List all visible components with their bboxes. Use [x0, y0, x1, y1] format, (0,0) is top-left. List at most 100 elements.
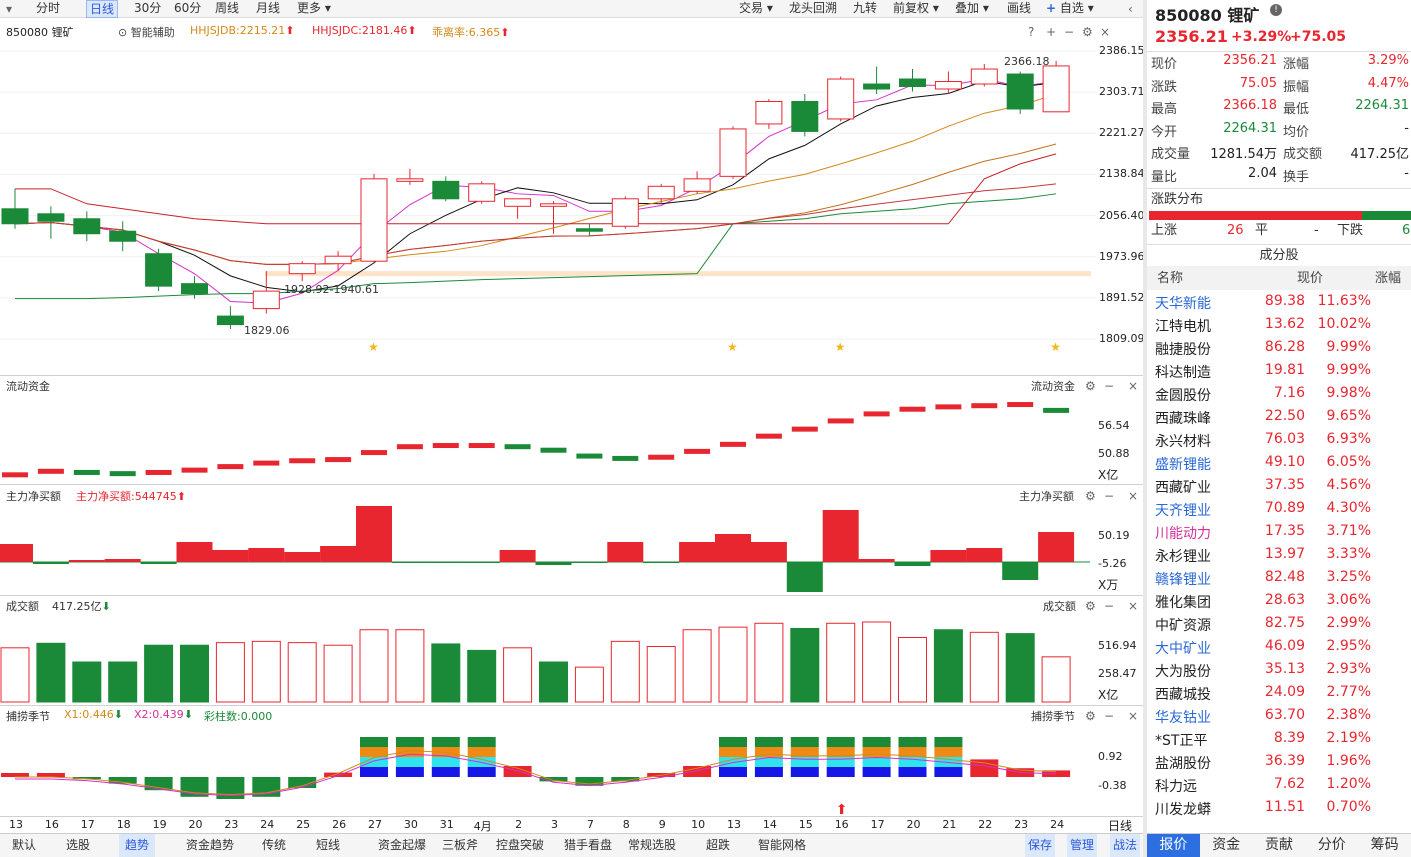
minus-icon[interactable]: − [1104, 709, 1115, 723]
menu-overlay[interactable]: 叠加 ▾ [955, 1, 989, 15]
component-row[interactable]: *ST正平 8.39 2.19% [1147, 728, 1411, 751]
strategy-tab[interactable]: 三板斧 [442, 838, 479, 852]
component-row[interactable]: 金圆股份 7.16 9.98% [1147, 383, 1411, 406]
quote-tab[interactable]: 贡献 [1252, 833, 1306, 857]
flow-bar [396, 444, 423, 450]
settings-icon[interactable]: ⚙ [1085, 489, 1096, 503]
tab-period-week[interactable]: 周线 [215, 1, 240, 15]
quote-tab[interactable]: 报价 [1147, 833, 1200, 857]
component-row[interactable]: 川能动力 17.35 3.71% [1147, 521, 1411, 544]
tab-period-30min[interactable]: 30分 [134, 1, 162, 15]
add-icon[interactable]: + [1046, 25, 1057, 39]
net-bar [499, 550, 536, 562]
strategy-tab[interactable]: 常规选股 [628, 838, 677, 852]
menu-adjust[interactable]: 前复权 ▾ [893, 1, 939, 15]
close-icon[interactable]: × [1128, 599, 1139, 613]
component-row[interactable]: 天华新能 89.38 11.63% [1147, 291, 1411, 314]
component-row[interactable]: 盛新锂能 49.10 6.05% [1147, 452, 1411, 475]
settings-icon[interactable]: ⚙ [1085, 599, 1096, 613]
date-tick: 18 [116, 818, 131, 831]
flow-bar [2, 472, 28, 478]
component-row[interactable]: 融捷股份 86.28 9.99% [1147, 337, 1411, 360]
component-row[interactable]: 川发龙蟒 11.51 0.70% [1147, 797, 1411, 820]
save-button[interactable]: 保存 [1025, 834, 1056, 857]
net-bar [356, 506, 392, 562]
component-row[interactable]: 华友钴业 63.70 2.38% [1147, 705, 1411, 728]
component-row[interactable]: 科力远 7.62 1.20% [1147, 774, 1411, 797]
strategy-tab[interactable]: 默认 [12, 838, 37, 852]
component-row[interactable]: 永兴材料 76.03 6.93% [1147, 429, 1411, 452]
component-row[interactable]: 西藏珠峰 22.50 9.65% [1147, 406, 1411, 429]
strategy-tab[interactable]: 趋势 [119, 834, 156, 857]
close-icon[interactable]: × [1128, 489, 1139, 503]
flow-ytick: 56.54 [1098, 419, 1130, 432]
quote-tab[interactable]: 资金 [1199, 833, 1253, 857]
menu-leader-review[interactable]: 龙头回溯 [789, 1, 838, 15]
component-row[interactable]: 中矿资源 82.75 2.99% [1147, 613, 1411, 636]
component-row[interactable]: 西藏矿业 37.35 4.56% [1147, 475, 1411, 498]
col-pct[interactable]: 涨幅 [1374, 271, 1401, 286]
manage-button[interactable]: 管理 [1067, 834, 1098, 857]
component-row[interactable]: 永杉锂业 13.97 3.33% [1147, 544, 1411, 567]
component-row[interactable]: 江特电机 13.62 10.02% [1147, 314, 1411, 337]
settings-icon[interactable]: ⚙ [1085, 709, 1096, 723]
strategy-tab[interactable]: 资金起爆 [378, 838, 427, 852]
stock-pct: 2.38% [1326, 707, 1371, 723]
stock-price: 63.70 [1264, 707, 1305, 723]
strategy-tab[interactable]: 智能网格 [758, 838, 807, 852]
quote-tab[interactable]: 筹码 [1358, 833, 1411, 857]
menu-trade[interactable]: 交易 ▾ [739, 1, 773, 15]
candle-body [432, 180, 460, 200]
season-block [395, 737, 424, 747]
strategy-tab[interactable]: 短线 [316, 838, 341, 852]
strategy-tab[interactable]: 选股 [66, 838, 91, 852]
amount-bar [395, 629, 425, 703]
close-icon[interactable]: × [1128, 379, 1139, 393]
component-row[interactable]: 天齐锂业 70.89 4.30% [1147, 498, 1411, 521]
chevron-icon[interactable]: ‹ [1128, 2, 1133, 16]
tab-period-60min[interactable]: 60分 [174, 1, 202, 15]
component-row[interactable]: 盐湖股份 36.39 1.96% [1147, 751, 1411, 774]
main-ytick: 2056.40 [1099, 208, 1145, 222]
menu-icon[interactable]: ▾ [6, 2, 13, 16]
minus-icon[interactable]: − [1104, 379, 1115, 393]
date-tick: 9 [658, 818, 666, 831]
strategy-tab[interactable]: 传统 [262, 838, 287, 852]
quote-tab[interactable]: 分价 [1305, 833, 1359, 857]
close-icon[interactable]: × [1128, 709, 1139, 723]
col-price[interactable]: 现价 [1296, 271, 1323, 286]
info-icon[interactable]: ! [1270, 4, 1282, 16]
tactics-button[interactable]: 战法 [1110, 834, 1141, 857]
smart-assist-toggle[interactable]: ⊙ 智能辅助 [118, 26, 175, 39]
strategy-tab[interactable]: 控盘突破 [496, 838, 545, 852]
component-row[interactable]: 科达制造 19.81 9.99% [1147, 360, 1411, 383]
component-row[interactable]: 西藏城投 24.09 2.77% [1147, 682, 1411, 705]
tab-period-fenshi[interactable]: 分时 [36, 1, 61, 15]
tab-period-month[interactable]: 月线 [256, 1, 281, 15]
minus-icon[interactable]: − [1064, 25, 1075, 39]
col-name[interactable]: 名称 [1157, 271, 1184, 286]
menu-nine-turn[interactable]: 九转 [853, 1, 878, 15]
component-row[interactable]: 雅化集团 28.63 3.06% [1147, 590, 1411, 613]
tab-more[interactable]: 更多 ▾ [297, 1, 331, 15]
season-block [754, 737, 783, 747]
amount-value: 417.25亿⬇ [52, 600, 111, 613]
menu-draw[interactable]: 画线 [1007, 1, 1032, 15]
strategy-tab[interactable]: 超跌 [706, 838, 731, 852]
star-marker: ★ [1050, 340, 1061, 354]
component-row[interactable]: 大中矿业 46.09 2.95% [1147, 636, 1411, 659]
component-row[interactable]: 大为股份 35.13 2.93% [1147, 659, 1411, 682]
watchlist-button[interactable]: + 自选 ▾ [1046, 1, 1094, 15]
question-icon[interactable]: ? [1028, 25, 1035, 39]
strategy-tab[interactable]: 资金趋势 [186, 838, 235, 852]
close-icon[interactable]: × [1100, 25, 1111, 39]
amount-bar [323, 644, 353, 703]
tab-period-daily[interactable]: 日线 [86, 0, 119, 18]
net-bar [894, 562, 931, 566]
settings-icon[interactable]: ⚙ [1082, 25, 1093, 39]
minus-icon[interactable]: − [1104, 599, 1115, 613]
settings-icon[interactable]: ⚙ [1085, 379, 1096, 393]
component-row[interactable]: 赣锋锂业 82.48 3.25% [1147, 567, 1411, 590]
strategy-tab[interactable]: 猎手看盘 [564, 838, 613, 852]
minus-icon[interactable]: − [1104, 489, 1115, 503]
